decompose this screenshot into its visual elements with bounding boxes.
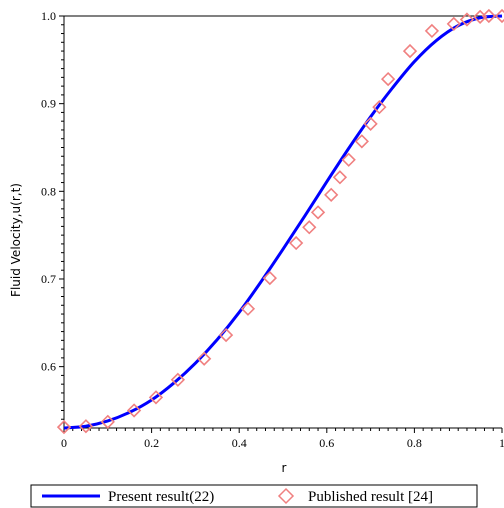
- published-result-point: [481, 8, 496, 24]
- published-result-point: [56, 419, 72, 435]
- published-result-point: [341, 152, 356, 167]
- x-tick-label: 0.8: [407, 436, 422, 450]
- published-result-point: [148, 390, 164, 405]
- published-result-point: [78, 419, 94, 434]
- published-result-series: [56, 8, 504, 435]
- published-result-point: [289, 235, 304, 251]
- published-result-point: [302, 220, 317, 235]
- x-tick-label: 0: [61, 436, 67, 450]
- published-result-point: [262, 270, 277, 286]
- published-result-point: [218, 327, 234, 343]
- published-result-point: [126, 403, 142, 418]
- legend-diamond-swatch: [277, 487, 295, 505]
- published-result-point: [197, 351, 212, 366]
- present-result-series: [63, 14, 503, 430]
- axis-ticks: [59, 15, 503, 433]
- published-result-point: [363, 116, 378, 131]
- published-result-point: [372, 100, 387, 115]
- legend: Present result(22) Published result [24]: [30, 484, 478, 508]
- x-tick-label: 1: [499, 436, 504, 450]
- y-axis-label: Fluid Velocity,u(r,t): [9, 183, 23, 297]
- x-tick-label: 0.6: [319, 436, 334, 450]
- y-tick-label: 0.9: [41, 97, 56, 111]
- published-result-point: [446, 16, 461, 32]
- published-result-point: [100, 414, 115, 429]
- plot-frame: [63, 15, 502, 429]
- published-result-point: [494, 8, 504, 24]
- y-tick-label: 1.0: [41, 9, 56, 23]
- published-result-point: [240, 301, 256, 316]
- tick-labels: 0 0.2 0.4 0.6 0.8 1 0.6 0.7 0.8 0.9 1.0: [41, 9, 504, 450]
- published-result-point: [332, 170, 348, 185]
- x-tick-label: 0.2: [144, 436, 159, 450]
- published-result-point: [354, 134, 369, 149]
- published-result-point: [324, 187, 339, 202]
- x-axis-label: r: [282, 461, 287, 475]
- present-result-line: [63, 14, 503, 430]
- y-tick-label: 0.8: [41, 184, 56, 198]
- published-result-point: [424, 23, 440, 39]
- legend-label-present: Present result(22): [108, 489, 214, 505]
- legend-label-published: Published result [24]: [308, 489, 433, 505]
- published-result-point: [459, 12, 475, 27]
- legend-box: [30, 484, 478, 508]
- y-tick-label: 0.6: [41, 360, 56, 374]
- y-tick-label: 0.7: [41, 272, 56, 286]
- x-tick-label: 0.4: [232, 436, 247, 450]
- published-result-point: [310, 205, 326, 220]
- published-result-point: [170, 372, 186, 387]
- published-result-point: [380, 71, 396, 87]
- published-result-point: [402, 43, 418, 59]
